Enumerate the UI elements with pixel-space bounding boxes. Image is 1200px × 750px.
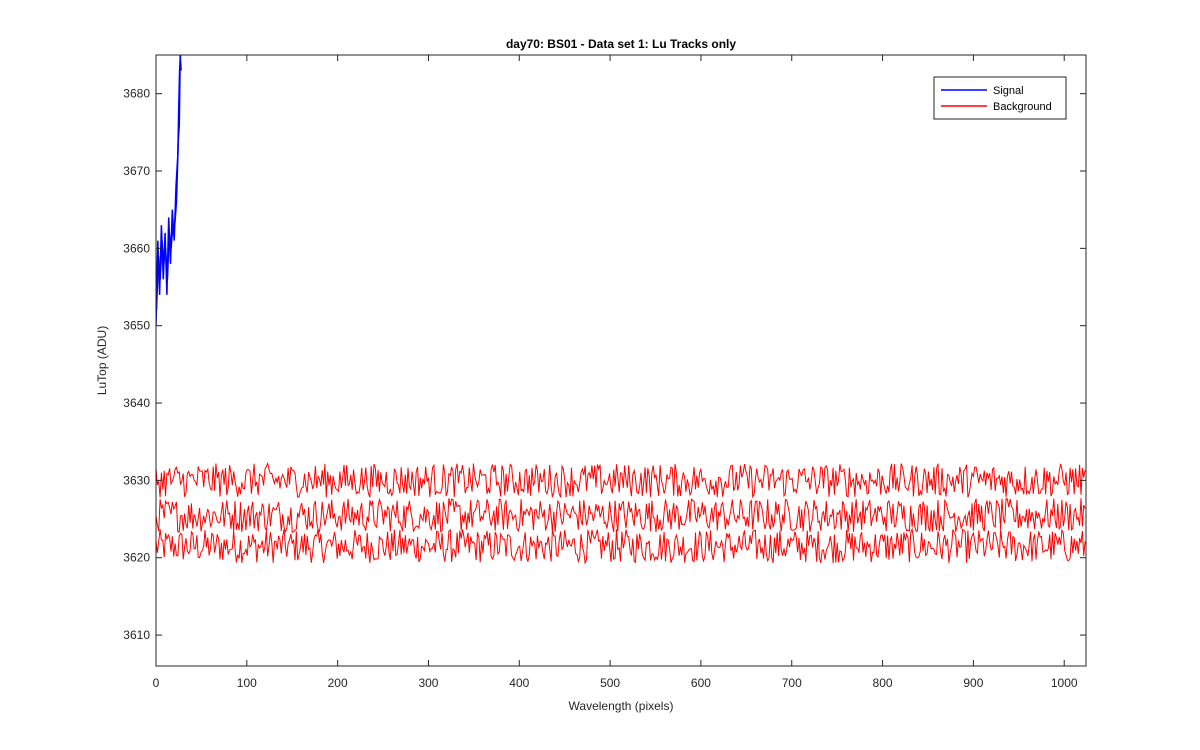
y-tick-label: 3620 <box>123 551 150 565</box>
x-tick-label: 1000 <box>1051 676 1078 690</box>
y-tick-label: 3630 <box>123 473 150 487</box>
legend-label-background: Background <box>993 101 1052 113</box>
chart-title: day70: BS01 - Data set 1: Lu Tracks only <box>506 37 736 51</box>
x-tick-label: 0 <box>153 676 160 690</box>
axes-box <box>155 54 1087 667</box>
series-line-background <box>156 497 1086 534</box>
legend-box <box>933 76 1067 120</box>
y-tick-label: 3670 <box>123 164 150 178</box>
y-tick-label: 3610 <box>123 628 150 642</box>
x-tick-label: 100 <box>237 676 257 690</box>
x-tick-label: 600 <box>691 676 711 690</box>
x-tick-label: 800 <box>873 676 893 690</box>
y-tick-label: 3680 <box>123 87 150 101</box>
y-axis-label: LuTop (ADU) <box>95 326 109 395</box>
x-tick-label: 500 <box>600 676 620 690</box>
y-tick-label: 3650 <box>123 319 150 333</box>
y-tick-label: 3660 <box>123 241 150 255</box>
series-line-background <box>156 527 1086 565</box>
series-line-signal <box>156 55 182 311</box>
plot-area <box>156 55 1086 565</box>
y-axis: 3610 3620 3630 3640 3650 3660 3670 3680 <box>123 87 1086 642</box>
x-tick-label: 900 <box>963 676 983 690</box>
y-tick-label: 3640 <box>123 396 150 410</box>
x-tick-label: 400 <box>509 676 529 690</box>
x-tick-label: 200 <box>328 676 348 690</box>
series-line-background <box>156 461 1086 499</box>
x-tick-label: 700 <box>782 676 802 690</box>
x-axis-label: Wavelength (pixels) <box>569 699 674 713</box>
legend: Signal Background <box>933 76 1067 120</box>
x-axis: 0 100 200 300 400 500 600 700 800 900 1000 <box>153 55 1078 690</box>
legend-label-signal: Signal <box>993 85 1024 97</box>
x-tick-label: 300 <box>418 676 438 690</box>
